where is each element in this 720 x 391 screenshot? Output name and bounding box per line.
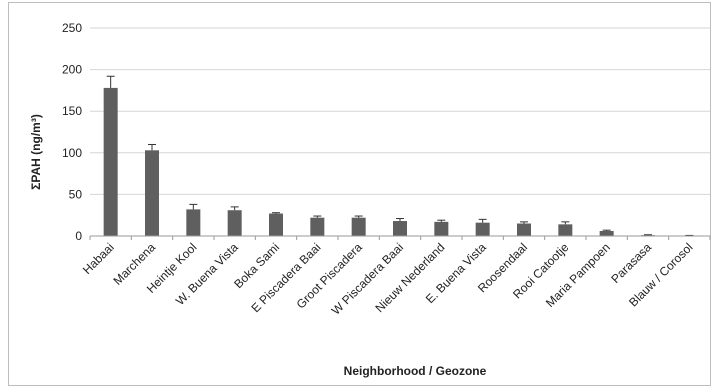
category-label: W Piscadera Baai [329,240,406,317]
bar [558,224,573,236]
error-bars [106,75,694,236]
y-tick-label: 0 [75,229,82,243]
category-label: Habaai [80,240,117,277]
y-axis-title: ΣPAH (ng/m³) [29,114,43,190]
bar [269,213,283,236]
y-tick-label: 100 [62,146,82,160]
y-tick-label: 150 [62,104,82,118]
x-axis-title: Neighborhood / Geozone [344,364,487,378]
y-tick-label: 200 [62,63,82,77]
bar [517,223,531,236]
y-tick-label: 50 [69,187,83,201]
bar [103,87,118,237]
bar [186,209,201,236]
bar [145,150,159,236]
y-tick-labels: 0 50 100 150 200 250 [62,21,82,243]
bar [475,222,490,236]
bar [393,221,407,236]
gridlines [89,27,711,240]
y-tick-label: 250 [62,21,82,35]
bar [227,210,242,236]
bar [434,221,449,236]
bars [103,87,697,237]
bar [351,217,366,236]
bar [310,217,325,236]
bar [599,231,614,236]
